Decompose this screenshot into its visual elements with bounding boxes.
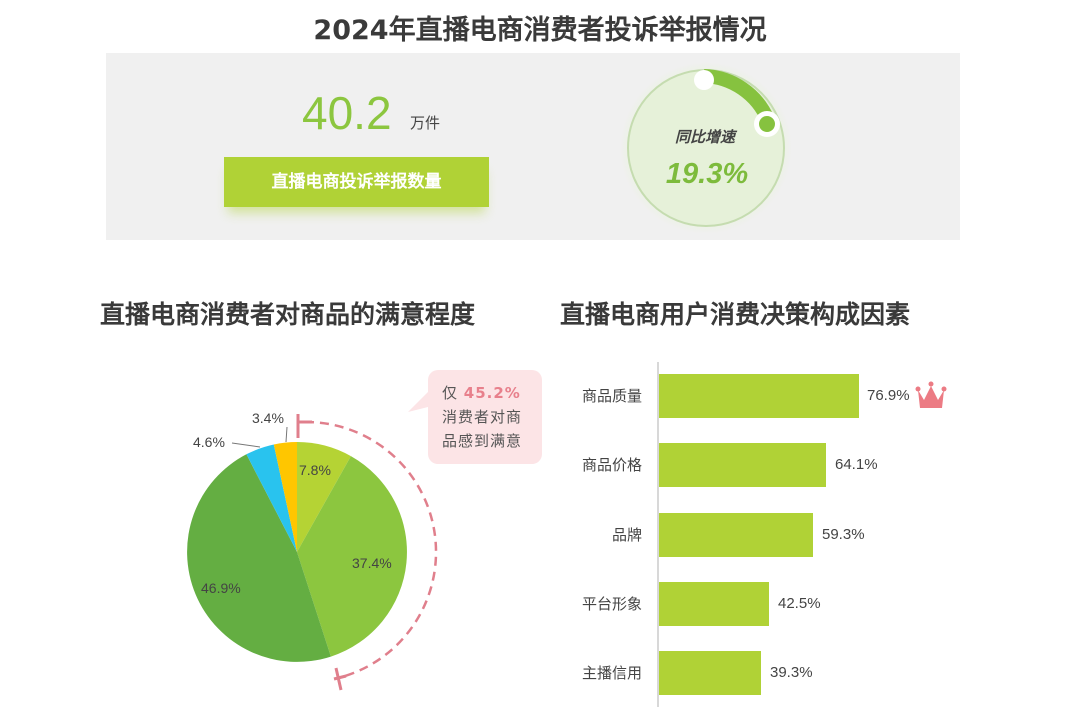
callout-text: 仅 45.2% 消费者对商品感到满意 (442, 384, 523, 450)
satisfaction-callout (428, 370, 542, 464)
bar-value: 39.3% (770, 664, 813, 681)
bar-fill (659, 513, 813, 557)
growth-gauge (620, 62, 792, 234)
callout-highlight: 45.2% (463, 384, 521, 402)
bar-value: 64.1% (835, 456, 878, 473)
bar-fill (659, 374, 859, 418)
pie-slice-3 (187, 454, 331, 662)
page-title: 2024年直播电商消费者投诉举报情况 (313, 15, 767, 46)
complaints-value: 40.2 (302, 87, 392, 139)
bar-category: 商品质量 (581, 387, 642, 405)
pie-label-slice-5: 3.4% (252, 410, 284, 426)
growth-label: 同比增速 (674, 128, 735, 146)
bar-fill (659, 651, 761, 695)
complaints-unit: 万件 (410, 114, 441, 132)
bar-value: 42.5% (778, 595, 821, 612)
bar-axis-line (657, 362, 659, 707)
bar-value: 59.3% (822, 526, 865, 543)
bar-fill (659, 443, 826, 487)
bar-category: 商品价格 (581, 456, 642, 474)
growth-value: 19.3% (665, 158, 749, 190)
pie-slice-5 (273, 442, 297, 552)
bar-value: 76.9% (867, 387, 910, 404)
pie-slice-4 (246, 444, 297, 552)
pie-slice-1 (297, 442, 351, 552)
bar-fill (659, 582, 769, 626)
bar-category: 平台形象 (581, 595, 642, 613)
pie-slice-2 (297, 456, 407, 657)
pie-section-title: 直播电商消费者对商品的满意程度 (100, 300, 476, 329)
summary-panel (106, 53, 960, 240)
satisfaction-pie-chart (187, 414, 438, 691)
pie-label-slice-1: 7.8% (299, 462, 331, 478)
bar-category: 品牌 (611, 526, 642, 544)
gauge-start-knob (694, 70, 714, 90)
pie-label-slice-2: 37.4% (352, 555, 392, 571)
callout-pointer (408, 388, 432, 412)
complaints-label-banner: 直播电商投诉举报数量 (224, 157, 489, 207)
bar-section-title: 直播电商用户消费决策构成因素 (560, 300, 911, 329)
bar-category: 主播信用 (581, 664, 642, 682)
pie-label-slice-4: 4.6% (193, 434, 225, 450)
crown-icon (915, 381, 947, 408)
satisfaction-arc (304, 420, 438, 680)
pie-label-slice-3: 46.9% (201, 580, 241, 596)
